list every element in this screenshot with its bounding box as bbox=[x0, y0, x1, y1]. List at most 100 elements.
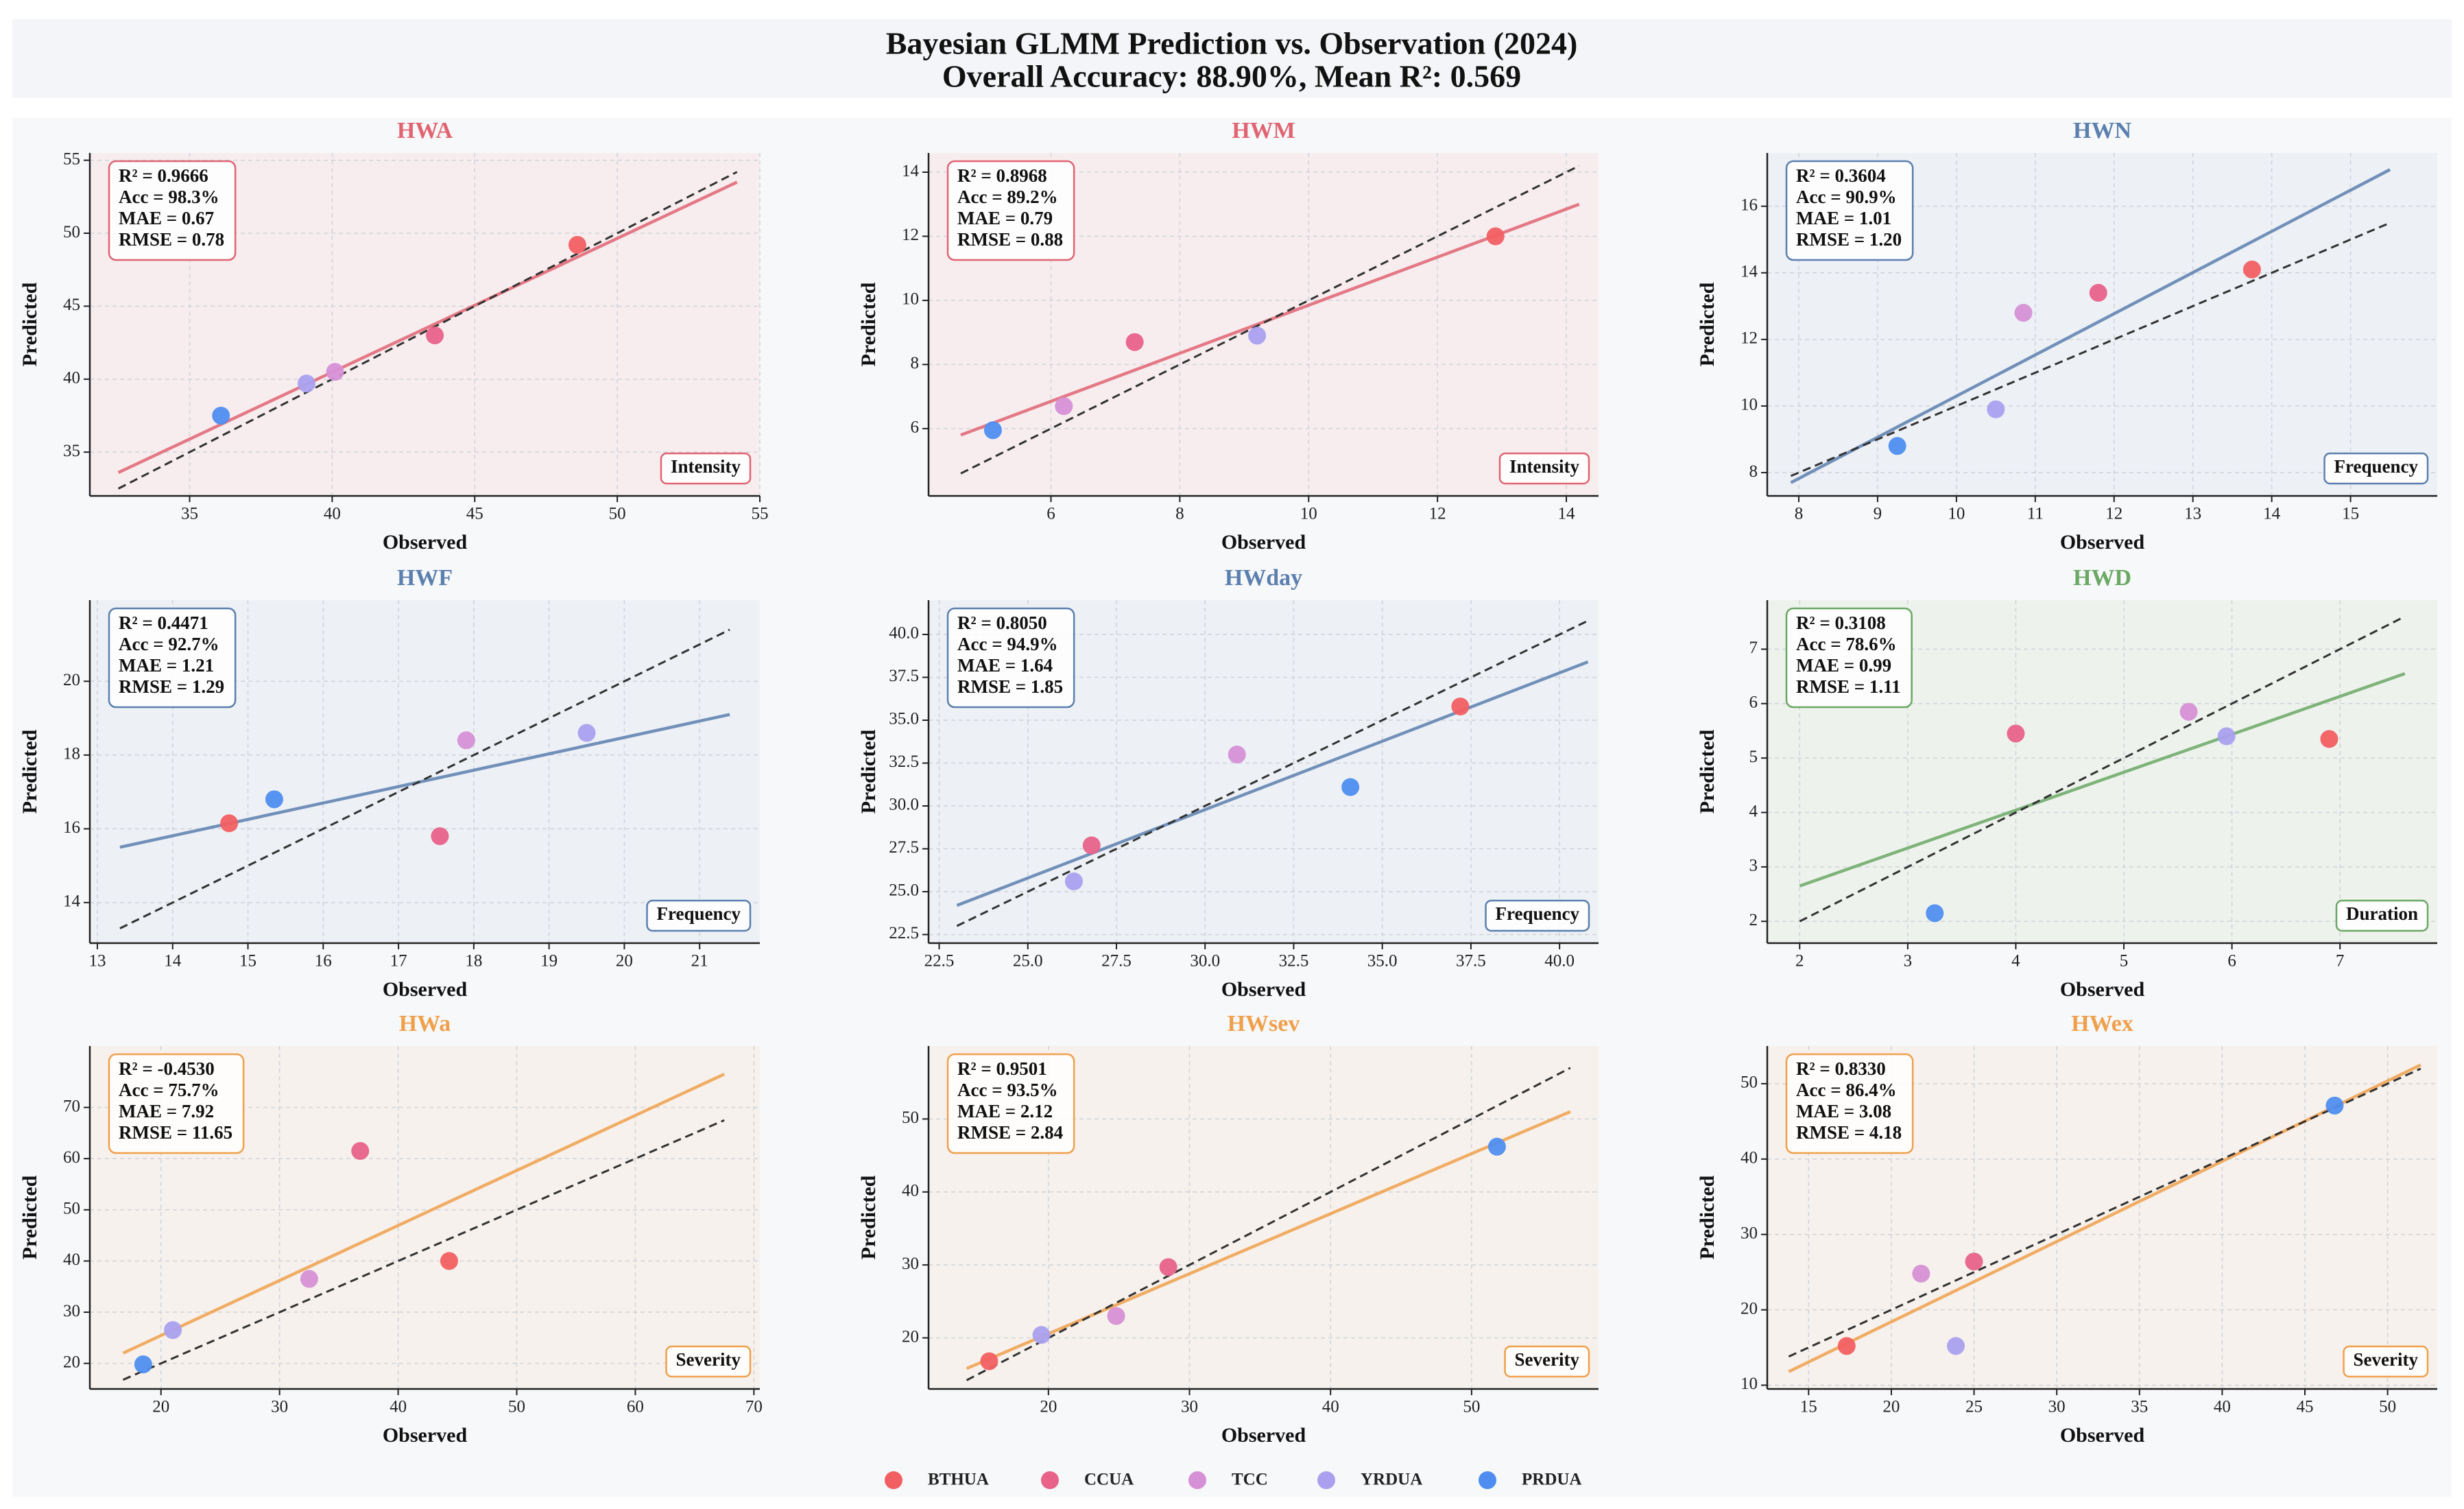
y-tick-label: 20 bbox=[1741, 1299, 1758, 1318]
x-tick-label: 14 bbox=[164, 952, 182, 971]
stats-text: RMSE = 1.29 bbox=[119, 676, 224, 697]
stats-text: MAE = 2.12 bbox=[957, 1101, 1053, 1121]
x-tick-label: 30 bbox=[2048, 1398, 2066, 1416]
y-axis-label: Predicted bbox=[857, 282, 880, 366]
category-box bbox=[660, 452, 752, 485]
stats-text: R² = 0.9501 bbox=[957, 1058, 1047, 1079]
fit-line bbox=[1799, 672, 2406, 888]
y-tick-label: 12 bbox=[1741, 329, 1758, 348]
y-axis-label: Predicted bbox=[19, 282, 41, 366]
y-tick-label: 10 bbox=[902, 290, 919, 309]
y-tick-label: 20 bbox=[63, 671, 80, 689]
stats-text: Acc = 75.7% bbox=[119, 1080, 219, 1100]
data-point bbox=[351, 1141, 370, 1160]
y-axis-label: Predicted bbox=[857, 1175, 880, 1259]
x-tick-label: 10 bbox=[1300, 505, 1317, 523]
y-tick-label: 8 bbox=[911, 354, 920, 372]
figure-title: Bayesian GLMM Prediction vs. Observation… bbox=[886, 26, 1578, 61]
category-box bbox=[2323, 452, 2429, 485]
fit-line bbox=[956, 660, 1589, 907]
figure-subtitle: Overall Accuracy: 88.90%, Mean R²: 0.569 bbox=[942, 59, 1521, 94]
data-point bbox=[568, 236, 586, 254]
y-tick-label: 32.5 bbox=[889, 752, 919, 771]
x-tick-label: 37.5 bbox=[1456, 952, 1486, 971]
stats-text: Acc = 93.5% bbox=[957, 1080, 1058, 1100]
stats-text: Acc = 86.4% bbox=[1796, 1080, 1897, 1100]
x-tick-label: 19 bbox=[540, 952, 558, 971]
y-tick-label: 6 bbox=[1749, 693, 1758, 712]
y-tick-label: 22.5 bbox=[889, 924, 919, 942]
category-box bbox=[2335, 899, 2429, 932]
data-point bbox=[1228, 746, 1246, 763]
data-point bbox=[1888, 437, 1906, 455]
x-axis-label: Observed bbox=[2060, 978, 2145, 1001]
stats-text: R² = 0.8968 bbox=[957, 165, 1047, 186]
x-tick-label: 45 bbox=[466, 505, 483, 523]
stats-box bbox=[946, 1053, 1075, 1154]
category-label: Severity bbox=[676, 1349, 741, 1370]
x-tick-label: 40.0 bbox=[1544, 952, 1575, 971]
x-tick-label: 55 bbox=[752, 505, 769, 523]
stats-text: Acc = 89.2% bbox=[957, 187, 1058, 207]
panel-title: HWA bbox=[397, 118, 453, 143]
data-point bbox=[1987, 400, 2005, 418]
y-axis-label: Predicted bbox=[1696, 729, 1719, 813]
stats-box bbox=[108, 160, 237, 261]
x-tick-label: 3 bbox=[1904, 952, 1913, 971]
y-tick-label: 40 bbox=[63, 369, 80, 388]
legend-marker bbox=[1041, 1471, 1059, 1489]
stats-text: R² = 0.3108 bbox=[1796, 613, 1886, 633]
y-tick-label: 4 bbox=[1749, 802, 1758, 820]
category-label: Frequency bbox=[657, 903, 741, 924]
y-tick-label: 35.0 bbox=[889, 710, 919, 728]
stats-text: MAE = 0.99 bbox=[1796, 655, 1891, 676]
data-point bbox=[457, 731, 475, 750]
data-point bbox=[164, 1321, 182, 1340]
y-tick-label: 50 bbox=[63, 1200, 80, 1218]
category-label: Intensity bbox=[1509, 456, 1580, 477]
panel-title: HWD bbox=[2073, 565, 2131, 591]
y-tick-label: 14 bbox=[63, 892, 81, 911]
x-axis-label: Observed bbox=[1221, 978, 1306, 1001]
stats-box bbox=[946, 607, 1075, 709]
x-tick-label: 35 bbox=[2131, 1398, 2148, 1416]
stats-text: Acc = 78.6% bbox=[1796, 634, 1897, 654]
y-tick-label: 20 bbox=[63, 1353, 80, 1371]
x-tick-label: 17 bbox=[390, 952, 407, 971]
data-point bbox=[1947, 1337, 1965, 1355]
y-tick-label: 14 bbox=[902, 162, 920, 180]
panel-title: HWM bbox=[1232, 118, 1295, 143]
category-label: Severity bbox=[1515, 1349, 1580, 1370]
legend-marker bbox=[885, 1471, 902, 1489]
y-tick-label: 50 bbox=[902, 1108, 919, 1127]
x-tick-label: 11 bbox=[2027, 505, 2044, 523]
stats-text: MAE = 0.79 bbox=[957, 208, 1053, 228]
x-tick-label: 10 bbox=[1948, 505, 1965, 523]
stats-box bbox=[108, 607, 237, 709]
x-tick-label: 40 bbox=[390, 1398, 407, 1416]
data-point bbox=[2325, 1096, 2344, 1115]
data-point bbox=[1055, 397, 1073, 416]
y-tick-label: 30 bbox=[1741, 1224, 1758, 1242]
x-tick-label: 50 bbox=[2379, 1398, 2396, 1416]
stats-text: MAE = 1.01 bbox=[1796, 208, 1891, 228]
x-tick-label: 40 bbox=[324, 505, 341, 523]
legend-marker bbox=[1188, 1471, 1206, 1489]
data-point bbox=[440, 1252, 458, 1270]
data-point bbox=[1487, 1137, 1506, 1156]
title-panel bbox=[12, 19, 2452, 98]
identity-line bbox=[1799, 615, 2406, 923]
x-tick-label: 14 bbox=[1558, 505, 1576, 523]
x-tick-label: 25 bbox=[1965, 1398, 1983, 1416]
category-box bbox=[1504, 1345, 1590, 1378]
data-point bbox=[2217, 727, 2236, 746]
x-tick-label: 9 bbox=[1874, 505, 1882, 523]
y-tick-label: 37.5 bbox=[889, 667, 919, 685]
x-tick-label: 18 bbox=[465, 952, 482, 971]
y-tick-label: 5 bbox=[1749, 748, 1758, 766]
identity-line bbox=[960, 165, 1580, 475]
data-point bbox=[983, 421, 1002, 440]
category-label: Duration bbox=[2346, 903, 2418, 924]
x-axis-label: Observed bbox=[2060, 1424, 2145, 1447]
x-tick-label: 30.0 bbox=[1190, 952, 1220, 971]
